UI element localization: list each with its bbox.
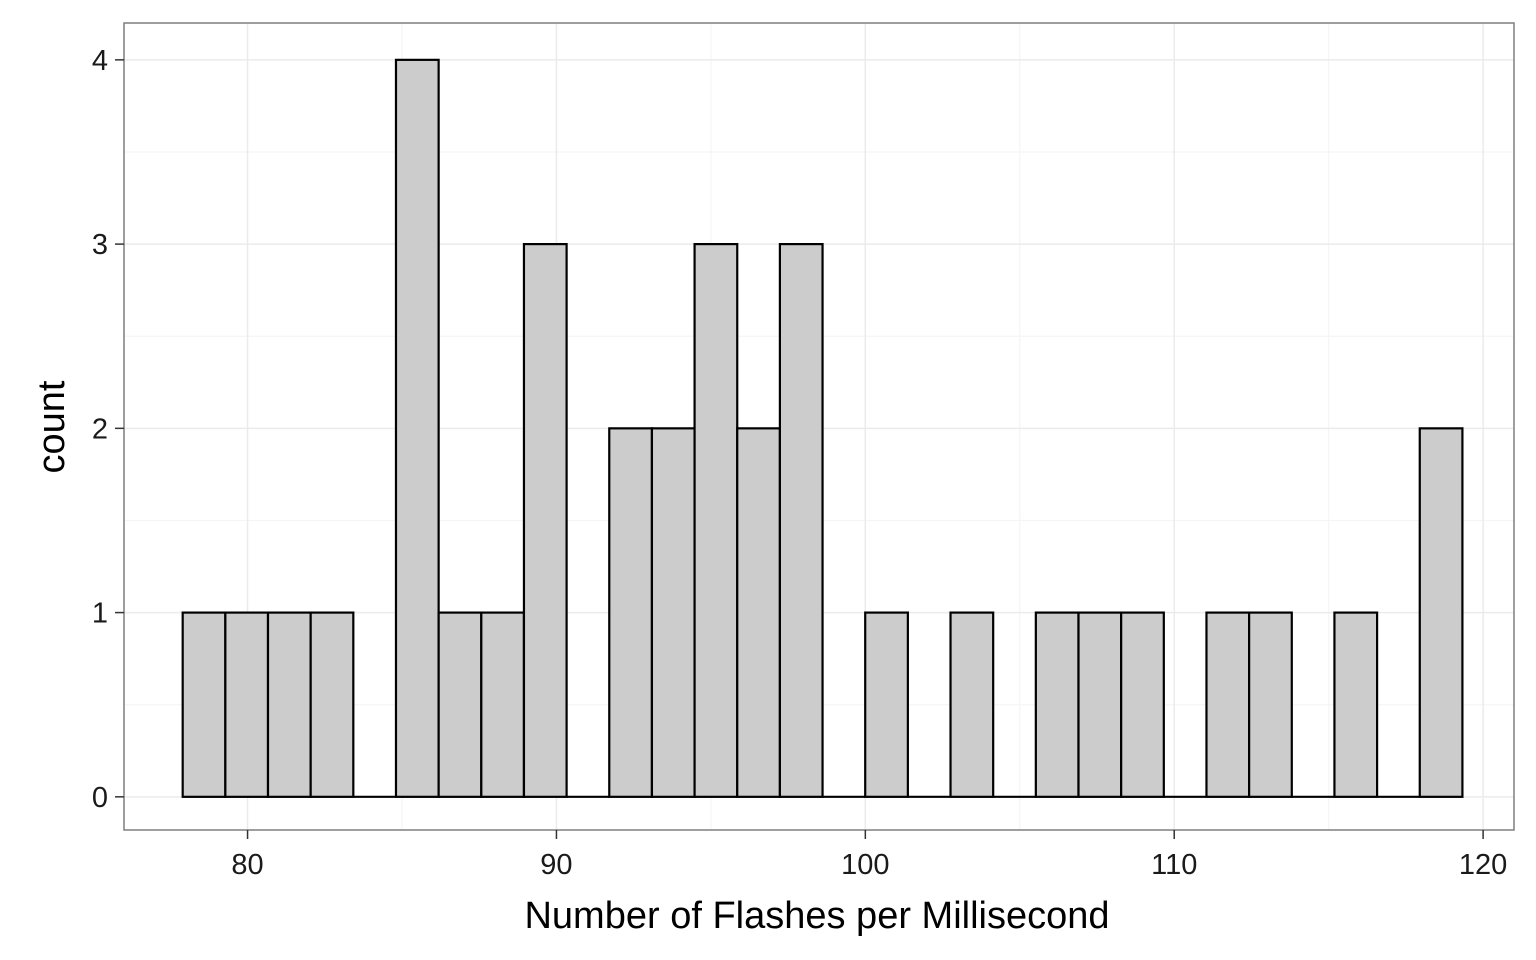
y-tick-label-1: 1	[92, 598, 108, 630]
bar-13	[736, 427, 781, 798]
bar-2	[266, 611, 312, 798]
y-axis: 0 1 2 3 4	[92, 45, 124, 814]
bar-10	[608, 427, 654, 798]
bar-5	[394, 58, 440, 798]
y-tick-label-4: 4	[92, 45, 108, 77]
bar-24	[1205, 611, 1251, 798]
bar-29	[1418, 427, 1464, 798]
histogram-bars	[181, 58, 1464, 798]
bar-25	[1248, 611, 1293, 798]
x-tick-label-2: 100	[841, 849, 889, 881]
bar-0	[181, 611, 227, 798]
x-tick-label-4: 120	[1459, 849, 1507, 881]
x-tick-label-0: 80	[231, 849, 263, 881]
bar-20	[1034, 611, 1080, 798]
bar-14	[778, 242, 824, 798]
y-tick-label-3: 3	[92, 229, 108, 261]
y-tick-label-0: 0	[92, 782, 108, 814]
bar-1	[224, 611, 270, 798]
x-tick-label-3: 110	[1151, 849, 1197, 881]
bar-6	[437, 611, 483, 798]
bar-21	[1077, 611, 1123, 798]
y-axis-title: count	[31, 380, 73, 473]
bar-3	[309, 611, 355, 798]
bar-7	[480, 611, 526, 798]
panel-border	[123, 22, 1515, 831]
x-axis: 80 90 100 110 120	[231, 830, 1507, 881]
x-tick-label-1: 90	[540, 849, 572, 881]
bar-22	[1120, 611, 1165, 798]
bar-27	[1333, 611, 1379, 798]
x-axis-title: Number of Flashes per Millisecond	[524, 895, 1109, 937]
bar-11	[650, 427, 696, 798]
bar-16	[864, 611, 909, 798]
y-tick-label-2: 2	[92, 413, 108, 445]
bar-12	[693, 242, 739, 798]
bar-18	[949, 611, 995, 798]
bar-8	[522, 242, 568, 798]
